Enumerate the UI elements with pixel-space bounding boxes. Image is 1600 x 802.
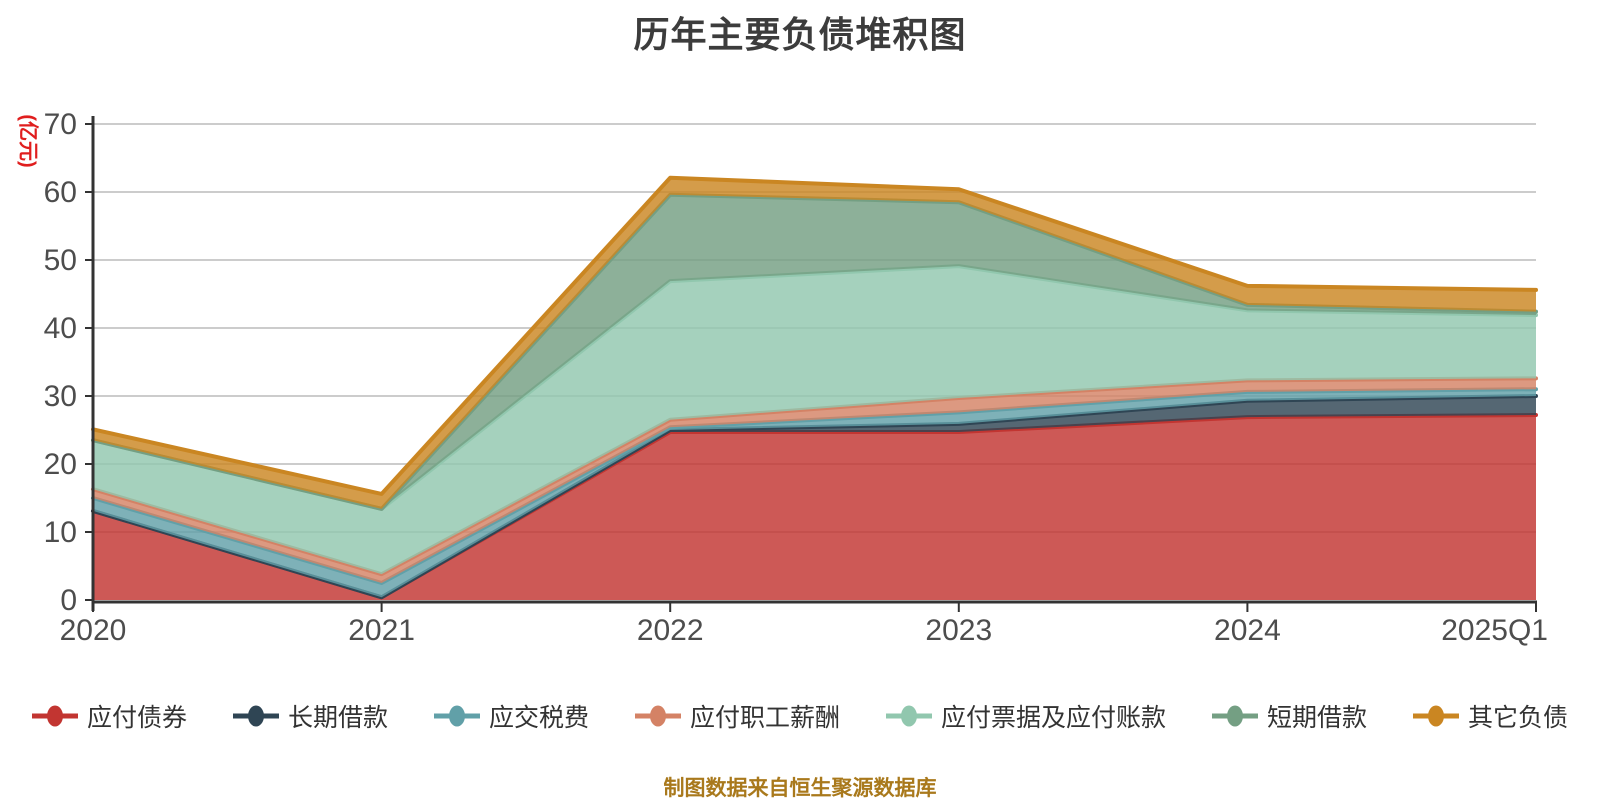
y-tick-label-40: 40 bbox=[44, 312, 77, 345]
legend-label-bonds-payable: 应付债券 bbox=[86, 704, 187, 732]
chart-title: 历年主要负债堆积图 bbox=[633, 14, 967, 55]
x-tick-label-2022: 2022 bbox=[637, 614, 704, 647]
legend-item-bonds-payable[interactable]: 应付债券 bbox=[31, 698, 187, 734]
legend-label-taxes-payable: 应交税费 bbox=[488, 704, 589, 732]
legend-marker-taxes-payable bbox=[433, 705, 480, 727]
data-source-note: 制图数据来自恒生聚源数据库 bbox=[663, 777, 937, 800]
legend-marker-short-term-loans bbox=[1212, 705, 1259, 727]
legend-label-notes-and-accounts-payable: 应付票据及应付账款 bbox=[941, 704, 1167, 732]
area-other-liabilities bbox=[93, 177, 1536, 509]
x-tick-label-2023: 2023 bbox=[925, 614, 992, 647]
area-notes-and-accounts-payable bbox=[93, 266, 1536, 575]
legend-marker-other-liabilities bbox=[1413, 705, 1460, 727]
legend-label-short-term-loans: 短期借款 bbox=[1267, 704, 1368, 732]
legend-label-payroll-payable: 应付职工薪酬 bbox=[689, 704, 840, 732]
legend-item-payroll-payable[interactable]: 应付职工薪酬 bbox=[634, 698, 840, 734]
x-tick-label-2021: 2021 bbox=[348, 614, 415, 647]
legend-label-other-liabilities: 其它负债 bbox=[1468, 704, 1569, 732]
area-bonds-payable bbox=[93, 415, 1536, 600]
legend-item-other-liabilities[interactable]: 其它负债 bbox=[1413, 698, 1568, 734]
y-tick-label-30: 30 bbox=[44, 380, 77, 413]
y-tick-label-10: 10 bbox=[44, 516, 77, 549]
legend-item-short-term-loans[interactable]: 短期借款 bbox=[1212, 698, 1367, 734]
line-other-liabilities bbox=[91, 175, 1538, 496]
legend-marker-long-term-loans bbox=[232, 705, 279, 727]
legend-marker-bonds-payable bbox=[31, 705, 78, 727]
area-payroll-payable bbox=[93, 378, 1536, 583]
y-tick-label-60: 60 bbox=[44, 176, 77, 209]
x-tick-label-2025Q1: 2025Q1 bbox=[1441, 614, 1548, 647]
legend-marker-notes-and-accounts-payable bbox=[886, 705, 932, 727]
x-tick-label-2020: 2020 bbox=[60, 614, 127, 647]
legend-item-notes-and-accounts-payable[interactable]: 应付票据及应付账款 bbox=[886, 698, 1166, 734]
y-tick-label-50: 50 bbox=[44, 244, 77, 277]
legend-label-long-term-loans: 长期借款 bbox=[287, 704, 388, 732]
chart-legend: 应付债券 长期借款 应交税费 应付职工薪酬 应付票据及应付账款 短期借款 其它负债 bbox=[0, 698, 1600, 734]
legend-marker-payroll-payable bbox=[634, 705, 681, 727]
legend-item-taxes-payable[interactable]: 应交税费 bbox=[433, 698, 589, 734]
y-tick-label-0: 0 bbox=[60, 584, 77, 617]
area-short-term-loans bbox=[93, 194, 1536, 509]
x-tick-label-2024: 2024 bbox=[1214, 614, 1281, 647]
y-tick-label-70: 70 bbox=[44, 108, 77, 141]
legend-item-long-term-loans[interactable]: 长期借款 bbox=[232, 698, 388, 734]
y-tick-label-20: 20 bbox=[44, 448, 77, 481]
